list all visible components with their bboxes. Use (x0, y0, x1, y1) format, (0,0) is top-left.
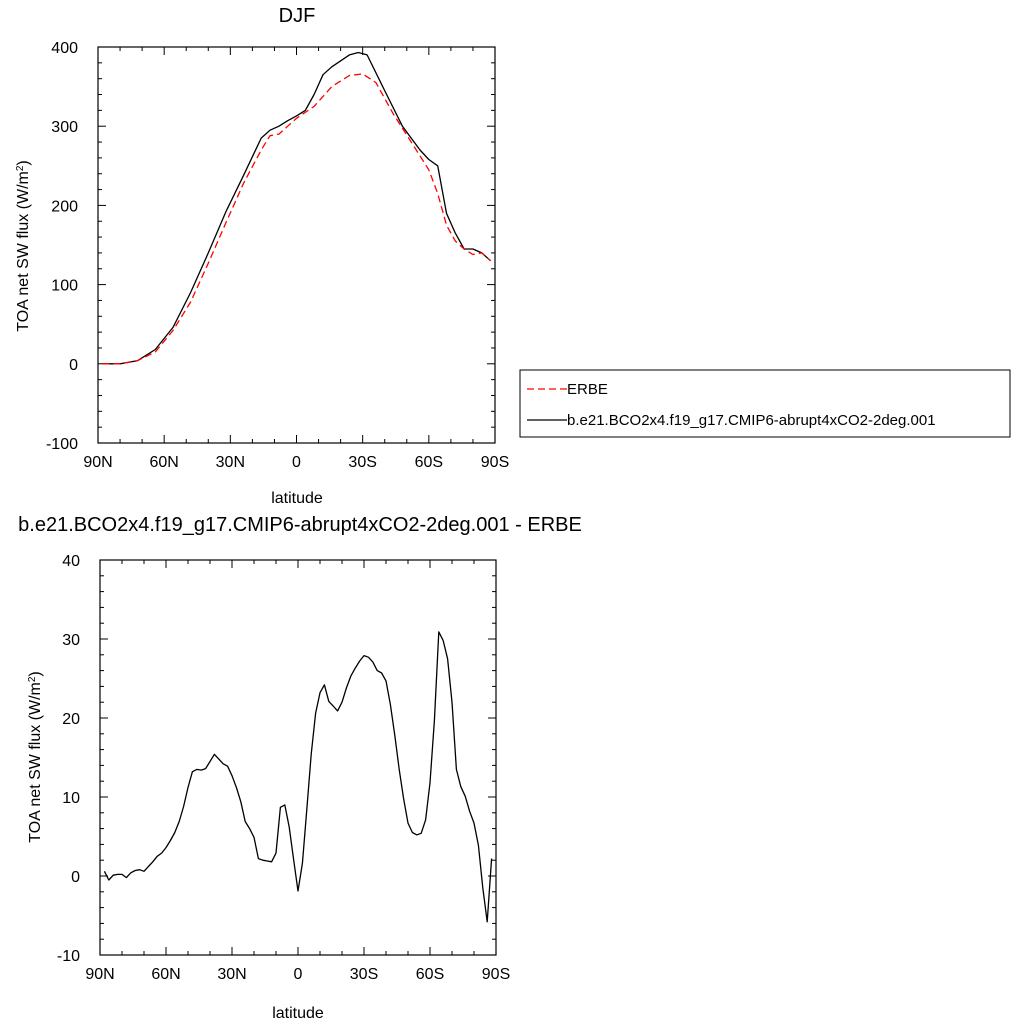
top-x-tick-label: 0 (292, 454, 301, 471)
bottom-x-tick-label: 90S (482, 966, 510, 983)
top-plot-frame (97, 46, 496, 444)
top-panel-title: DJF (279, 5, 316, 27)
top-y-tick-label: 0 (69, 357, 78, 374)
top-panel-djf: DJF 90N 60N 30N 0 30S 60S 90S -100 0 100 200 300 400… (15, 5, 510, 507)
legend: ERBE b.e21.BCO2x4.f19_g17.CMIP6-abrupt4x… (519, 369, 1011, 438)
bottom-y-tick-label: 10 (62, 790, 80, 807)
bottom-x-tick-label: 30N (217, 966, 246, 983)
bottom-series-line-0 (103, 631, 493, 923)
bottom-plot-area: 90N 60N 30N 0 30S 60S 90S -10 0 10 20 30 40 (57, 553, 510, 983)
top-y-axis-label: TOA net SW flux (W/m2) (15, 160, 33, 332)
bottom-x-tick-label: 0 (294, 966, 303, 983)
top-x-axis-label: latitude (271, 490, 323, 507)
top-x-tick-label: 60N (149, 454, 178, 471)
top-y-tick-label: -100 (46, 436, 78, 453)
bottom-y-tick-label: -10 (57, 948, 80, 965)
bottom-x-tick-label: 90N (85, 966, 114, 983)
top-y-tick-label: 300 (51, 119, 78, 136)
top-y-tick-label: 400 (51, 40, 78, 57)
top-y-tick-label: 200 (51, 198, 78, 215)
bottom-panel-title: b.e21.BCO2x4.f19_g17.CMIP6-abrupt4xCO2-2… (18, 514, 582, 536)
bottom-y-tick-label: 30 (62, 632, 80, 649)
legend-label-model: b.e21.BCO2x4.f19_g17.CMIP6-abrupt4xCO2-2… (567, 412, 936, 429)
top-series-line-0 (102, 73, 492, 365)
bottom-x-tick-label: 30S (350, 966, 378, 983)
top-y-tick-label: 100 (51, 278, 78, 295)
bottom-x-axis-label: latitude (272, 1005, 324, 1022)
bottom-y-tick-label: 0 (71, 869, 80, 886)
top-x-tick-label: 60S (415, 454, 443, 471)
top-series-line-1 (102, 51, 492, 365)
top-x-tick-label: 30N (216, 454, 245, 471)
bottom-panel-difference: b.e21.BCO2x4.f19_g17.CMIP6-abrupt4xCO2-2… (18, 514, 582, 1022)
legend-label-erbe: ERBE (567, 381, 608, 398)
top-x-tick-label: 90N (83, 454, 112, 471)
legend-box (519, 369, 1011, 438)
bottom-x-tick-label: 60N (151, 966, 180, 983)
top-x-tick-label: 30S (348, 454, 376, 471)
top-x-tick-label: 90S (481, 454, 509, 471)
bottom-y-axis-label: TOA net SW flux (W/m2) (27, 671, 45, 843)
bottom-plot-frame (99, 559, 497, 956)
bottom-y-tick-label: 20 (62, 711, 80, 728)
top-plot-area: 90N 60N 30N 0 30S 60S 90S -100 0 100 200 300 400 (46, 40, 509, 471)
bottom-y-tick-label: 40 (62, 553, 80, 570)
bottom-x-tick-label: 60S (416, 966, 444, 983)
